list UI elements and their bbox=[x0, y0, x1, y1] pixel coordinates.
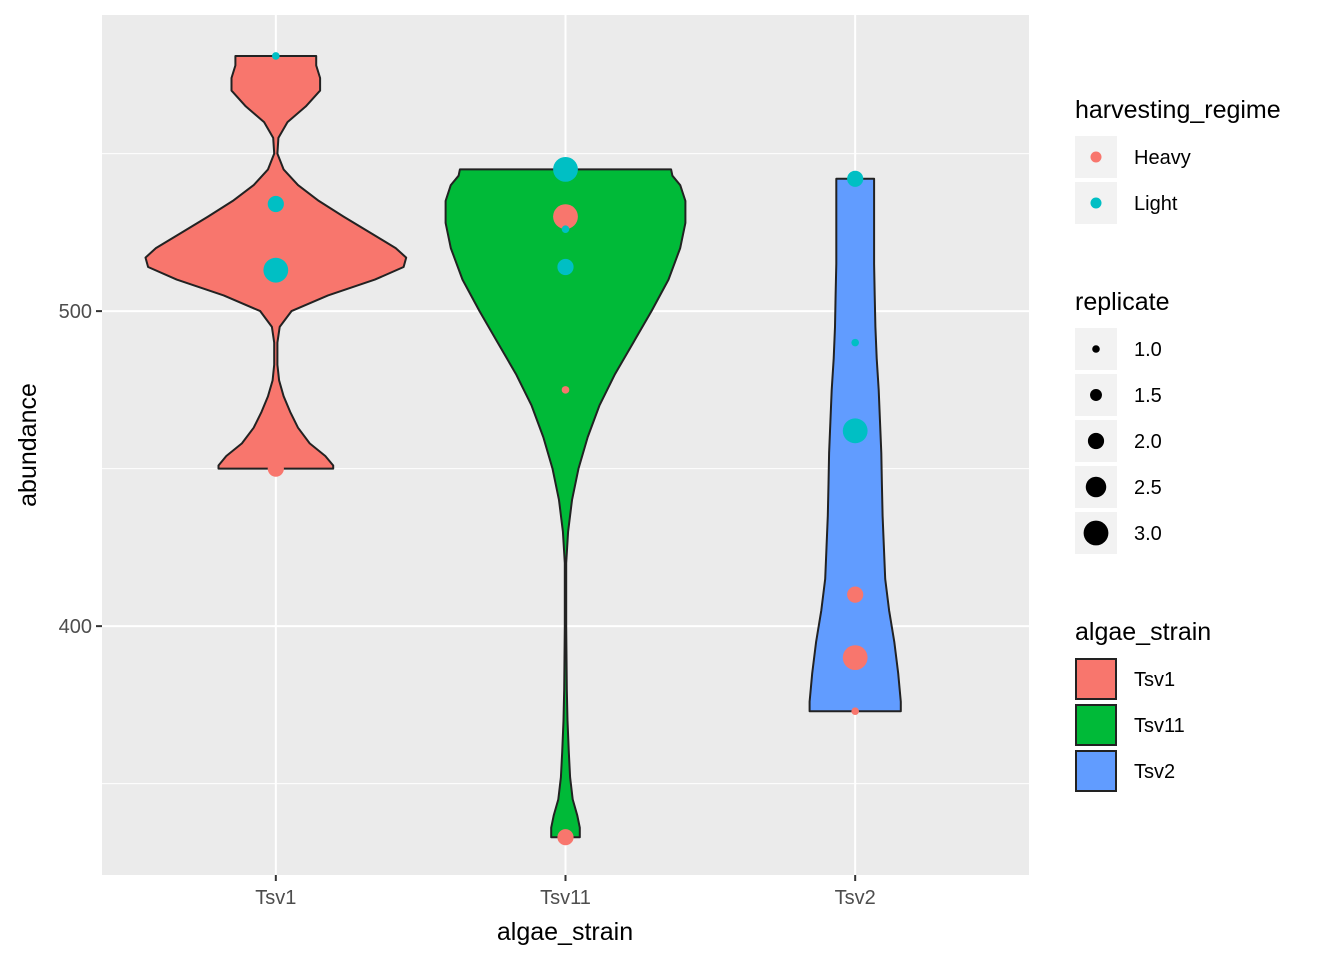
legend-label: Light bbox=[1134, 193, 1178, 215]
x-axis-title: algae_strain bbox=[497, 918, 633, 946]
legend-item: Tsv11 bbox=[1075, 704, 1185, 746]
y-axis-title: abundance bbox=[14, 383, 42, 507]
legend-item: 1.5 bbox=[1075, 374, 1162, 416]
legend-swatch bbox=[1075, 704, 1117, 746]
legend-label: 2.5 bbox=[1134, 477, 1162, 499]
x-tick-label: Tsv11 bbox=[540, 887, 591, 909]
legend-label: 1.5 bbox=[1134, 385, 1162, 407]
data-point bbox=[557, 829, 574, 846]
legend-item: Heavy bbox=[1075, 136, 1191, 178]
legend-harvesting-regime: harvesting_regime Heavy Light bbox=[1075, 96, 1281, 224]
legend-title: replicate bbox=[1075, 288, 1170, 316]
legend-label: Heavy bbox=[1134, 147, 1191, 169]
legend-label: 3.0 bbox=[1134, 523, 1162, 545]
data-point bbox=[851, 707, 859, 715]
legend-label: 1.0 bbox=[1134, 339, 1162, 361]
y-tick-label: 400 bbox=[59, 616, 92, 638]
legend-swatch bbox=[1075, 658, 1117, 700]
legend-item: 2.5 bbox=[1075, 466, 1162, 508]
data-point bbox=[842, 645, 868, 671]
data-point bbox=[272, 52, 280, 60]
legends: harvesting_regime Heavy Light replicate 1.0 1… bbox=[1075, 96, 1281, 792]
data-point bbox=[561, 225, 570, 234]
legend-item: 1.0 bbox=[1075, 328, 1162, 370]
legend-symbol bbox=[1090, 389, 1102, 401]
data-point bbox=[557, 258, 574, 276]
legend-label: Tsv1 bbox=[1134, 669, 1175, 691]
data-point bbox=[561, 386, 570, 394]
legend-label: Tsv11 bbox=[1134, 715, 1185, 737]
legend-item: Tsv2 bbox=[1075, 750, 1175, 792]
data-point bbox=[847, 586, 864, 603]
legend-item: Tsv1 bbox=[1075, 658, 1175, 700]
legend-label: Tsv2 bbox=[1134, 761, 1175, 783]
legend-symbol bbox=[1090, 151, 1102, 163]
violin-tsv2 bbox=[808, 177, 902, 713]
data-point bbox=[267, 460, 284, 477]
legend-symbol bbox=[1083, 520, 1109, 546]
legend-label: 2.0 bbox=[1134, 431, 1162, 453]
legend-symbol bbox=[1090, 197, 1102, 209]
data-point bbox=[553, 204, 578, 230]
x-tick-label: Tsv1 bbox=[255, 887, 296, 909]
data-point bbox=[553, 156, 578, 182]
legend-swatch bbox=[1075, 750, 1117, 792]
data-point bbox=[851, 338, 859, 347]
data-point bbox=[847, 170, 864, 187]
data-point bbox=[267, 195, 284, 213]
legend-item: 2.0 bbox=[1075, 420, 1162, 462]
x-tick-label: Tsv2 bbox=[835, 887, 876, 909]
point-layer bbox=[263, 52, 868, 846]
legend-symbol bbox=[1085, 476, 1107, 498]
legend-algae-strain: algae_strain Tsv1 Tsv11 Tsv2 bbox=[1075, 618, 1211, 792]
legend-symbol bbox=[1092, 345, 1100, 353]
legend-replicate: replicate 1.0 1.5 2.0 2.5 3.0 bbox=[1075, 288, 1170, 554]
legend-title: algae_strain bbox=[1075, 618, 1211, 646]
y-tick-label: 500 bbox=[59, 301, 92, 323]
legend-item: 3.0 bbox=[1075, 512, 1162, 554]
legend-title: harvesting_regime bbox=[1075, 96, 1281, 124]
data-point bbox=[263, 257, 289, 283]
legend-item: Light bbox=[1075, 182, 1178, 224]
violin-tsv11 bbox=[444, 168, 687, 839]
axes: 400 500 Tsv1 Tsv11 Tsv2 bbox=[59, 301, 876, 909]
legend-symbol bbox=[1087, 432, 1105, 450]
data-point bbox=[842, 418, 868, 444]
